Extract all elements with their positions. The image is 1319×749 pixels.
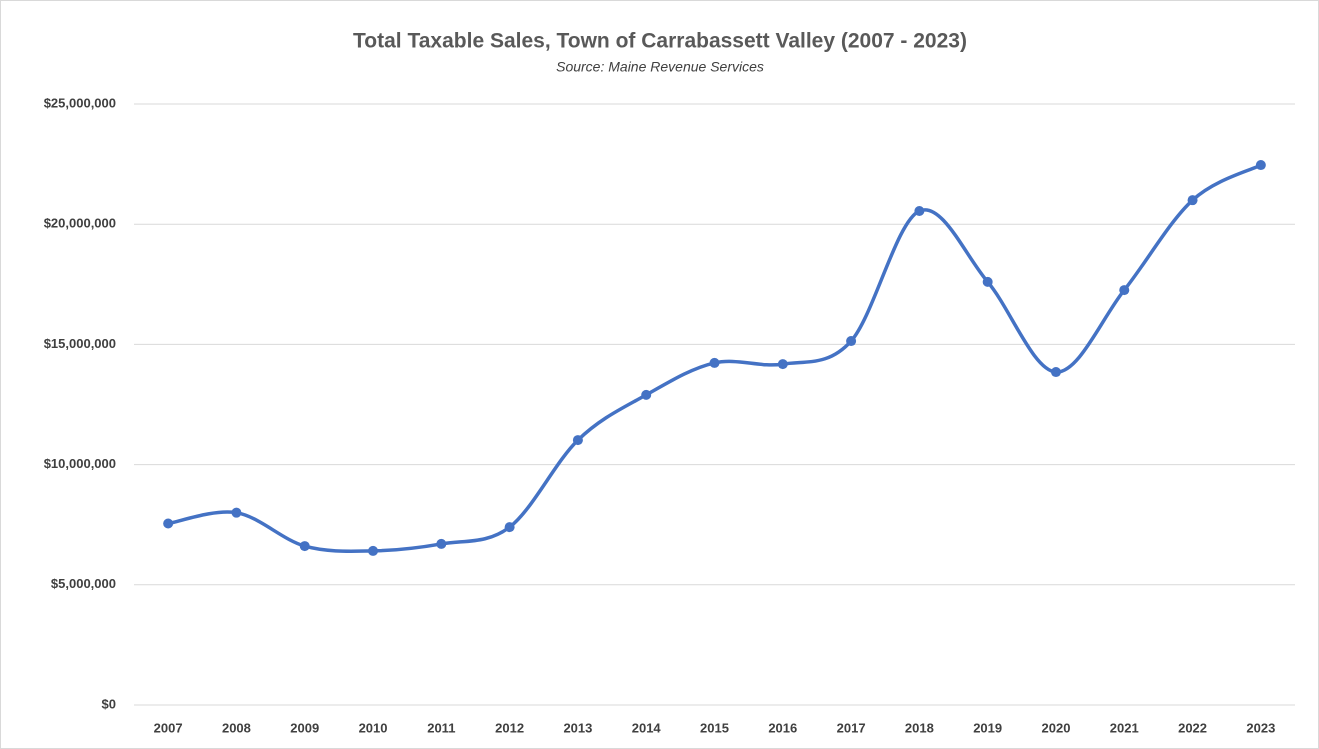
data-point — [572, 435, 583, 446]
data-point — [846, 336, 857, 347]
x-tick-label: 2023 — [1246, 720, 1275, 735]
data-point — [163, 518, 174, 529]
data-point — [368, 545, 379, 556]
x-tick-label: 2017 — [837, 720, 866, 735]
x-tick-label: 2008 — [222, 720, 251, 735]
data-point — [914, 205, 925, 216]
y-tick-label: $0 — [102, 696, 116, 711]
x-tick-label: 2010 — [359, 720, 388, 735]
x-tick-label: 2020 — [1042, 720, 1071, 735]
chart-subtitle: Source: Maine Revenue Services — [556, 59, 764, 75]
x-tick-label: 2009 — [290, 720, 319, 735]
data-point — [299, 541, 310, 552]
data-point — [231, 507, 242, 518]
data-point — [777, 359, 788, 370]
data-point — [709, 357, 720, 368]
y-tick-label: $10,000,000 — [44, 456, 116, 471]
x-tick-label: 2014 — [632, 720, 662, 735]
data-point — [1187, 195, 1198, 206]
data-point — [1050, 367, 1061, 378]
data-point — [1119, 285, 1130, 296]
y-tick-label: $5,000,000 — [51, 576, 116, 591]
x-tick-label: 2011 — [427, 720, 455, 735]
x-tick-label: 2016 — [768, 720, 797, 735]
x-tick-label: 2018 — [905, 720, 934, 735]
data-point — [1255, 160, 1266, 171]
data-point — [436, 538, 447, 549]
x-tick-label: 2019 — [973, 720, 1002, 735]
y-tick-label: $20,000,000 — [44, 216, 116, 231]
y-tick-label: $15,000,000 — [44, 336, 116, 351]
x-tick-label: 2012 — [495, 720, 524, 735]
x-tick-label: 2022 — [1178, 720, 1207, 735]
data-point — [982, 276, 993, 287]
x-tick-label: 2015 — [700, 720, 729, 735]
y-tick-label: $25,000,000 — [44, 95, 116, 110]
data-point — [641, 389, 652, 400]
data-point — [504, 522, 515, 533]
x-tick-label: 2007 — [154, 720, 183, 735]
chart-title: Total Taxable Sales, Town of Carrabasset… — [353, 30, 967, 53]
x-tick-label: 2021 — [1110, 720, 1139, 735]
x-tick-label: 2013 — [563, 720, 592, 735]
